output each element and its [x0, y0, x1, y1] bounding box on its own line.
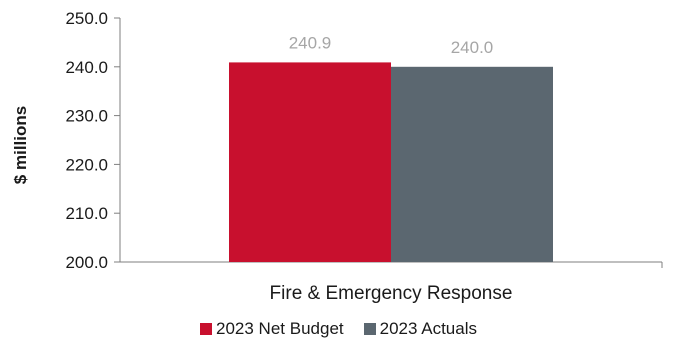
x-axis: Fire & Emergency Response — [120, 261, 663, 304]
data-label-actuals: 240.0 — [451, 38, 494, 57]
bar-chart: 200.0 210.0 220.0 230.0 240.0 250.0 Fire & Em… — [11, 9, 663, 304]
y-tick-label: 210.0 — [65, 204, 108, 223]
legend-swatch-actuals — [363, 323, 376, 335]
y-tick-label: 230.0 — [65, 107, 108, 126]
bar-actuals — [391, 66, 553, 262]
bar-budget — [229, 62, 391, 262]
y-tick-label: 200.0 — [65, 253, 108, 272]
legend: 2023 Net Budget 2023 Actuals — [0, 319, 677, 339]
y-tick-label: 240.0 — [65, 58, 108, 77]
x-category-label: Fire & Emergency Response — [270, 283, 513, 304]
y-axis: 200.0 210.0 220.0 230.0 240.0 250.0 — [65, 9, 121, 272]
legend-item-actuals: 2023 Actuals — [363, 319, 477, 339]
data-label-budget: 240.9 — [289, 33, 332, 52]
legend-swatch-budget — [200, 323, 213, 335]
bars: 240.9 240.0 — [229, 33, 553, 262]
y-axis-label: $ millions — [11, 106, 30, 184]
legend-item-budget: 2023 Net Budget — [200, 319, 344, 339]
legend-label-actuals: 2023 Actuals — [379, 319, 477, 338]
legend-label-budget: 2023 Net Budget — [216, 319, 344, 338]
y-tick-label: 220.0 — [65, 155, 108, 174]
y-tick-label: 250.0 — [65, 9, 108, 28]
